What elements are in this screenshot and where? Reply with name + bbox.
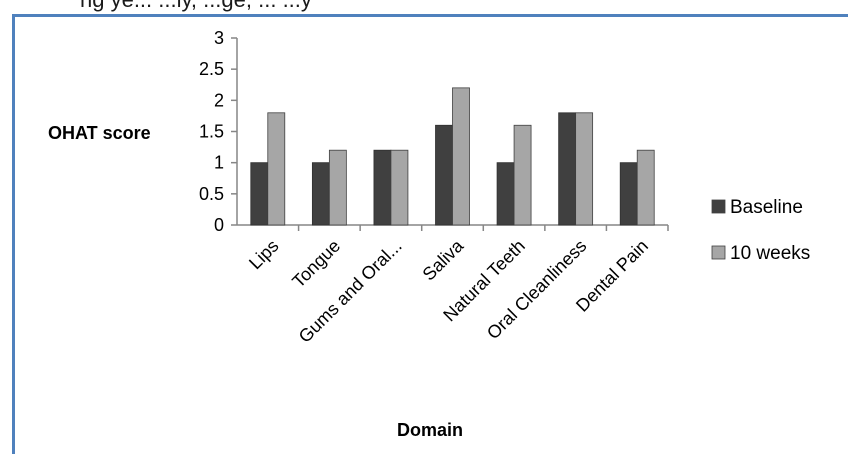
bar-10-weeks bbox=[328, 149, 347, 226]
y-tick-label: 1.5 bbox=[199, 122, 224, 142]
y-axis-title: OHAT score bbox=[48, 123, 151, 143]
bar-10-weeks bbox=[636, 149, 655, 226]
x-category-label: Saliva bbox=[419, 235, 469, 285]
legend-swatch-baseline bbox=[711, 199, 726, 214]
bar-10-weeks bbox=[452, 87, 470, 226]
legend-label-10-weeks: 10 weeks bbox=[730, 243, 810, 264]
y-tick-label: 2 bbox=[214, 90, 224, 110]
bar-10-weeks bbox=[575, 112, 594, 226]
legend-label-baseline: Baseline bbox=[730, 197, 803, 218]
x-category-label: Lips bbox=[245, 236, 282, 273]
bar-10-weeks bbox=[390, 149, 409, 226]
y-ticks-group: 0 0.5 1 1.5 2 2.5 3 bbox=[199, 28, 237, 235]
bars-group bbox=[250, 87, 655, 226]
bar-baseline bbox=[619, 162, 638, 226]
bar-10-weeks bbox=[267, 112, 286, 226]
x-category-label: Tongue bbox=[288, 236, 344, 292]
bar-baseline bbox=[373, 149, 392, 226]
x-category-label: Gums and Oral... bbox=[295, 236, 406, 347]
bar-10-weeks bbox=[513, 124, 532, 226]
bar-baseline bbox=[435, 124, 453, 226]
caption-fragment: ng ye... ...ly, ...ge, ... ...y bbox=[80, 0, 312, 13]
x-axis-title: Domain bbox=[397, 420, 463, 440]
bar-baseline bbox=[558, 112, 577, 226]
bar-baseline bbox=[311, 162, 330, 226]
y-tick-label: 3 bbox=[214, 28, 224, 48]
y-tick-label: 2.5 bbox=[199, 59, 224, 79]
chart-frame bbox=[12, 14, 848, 454]
bar-baseline bbox=[250, 162, 269, 226]
legend-swatch-10-weeks bbox=[711, 245, 726, 260]
top-caption-strip: ng ye... ...ly, ...ge, ... ...y bbox=[0, 0, 848, 14]
legend: Baseline 10 weeks bbox=[711, 197, 810, 264]
bar-baseline bbox=[496, 162, 515, 226]
y-tick-label: 0 bbox=[214, 215, 224, 235]
y-tick-label: 1 bbox=[214, 153, 224, 173]
y-tick-label: 0.5 bbox=[199, 184, 224, 204]
